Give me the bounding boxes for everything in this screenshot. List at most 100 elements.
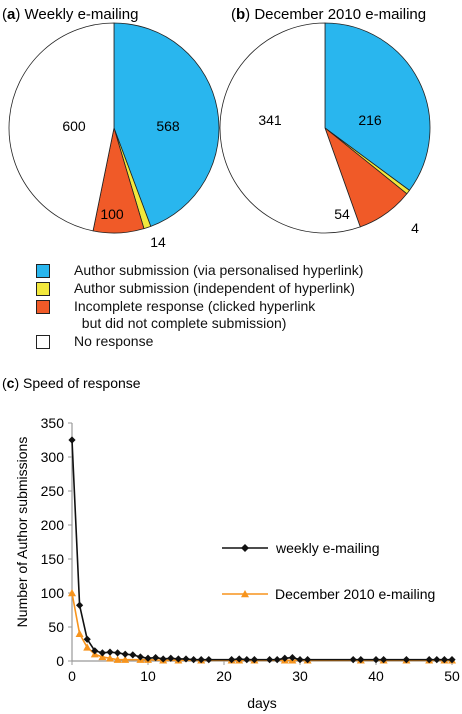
data-point [241, 544, 249, 552]
data-point [75, 629, 84, 637]
x-tick-label: 20 [216, 668, 232, 684]
data-point [357, 656, 365, 664]
y-tick-label: 0 [56, 653, 64, 669]
y-tick-label: 250 [41, 483, 65, 499]
data-point [440, 656, 448, 664]
series-line [71, 592, 452, 662]
panel-c-heading: (c) Speed of response [2, 375, 141, 391]
panel-b-heading: (b) December 2010 e-mailing [231, 6, 426, 23]
legend-item-december: December 2010 e-mailing [222, 586, 435, 602]
legend-swatch [36, 300, 50, 314]
legend-label: Author submission (via personalised hype… [74, 262, 364, 278]
legend-label: No response [74, 333, 154, 349]
panel-b-letter: b [236, 6, 245, 23]
legend-item-incomplete: Incomplete response (clicked hyperlink b… [36, 298, 456, 332]
data-point [144, 654, 152, 662]
legend-item-author-independent: Author submission (independent of hyperl… [36, 280, 456, 297]
legend-item-weekly: weekly e-mailing [222, 540, 379, 556]
series-line [71, 439, 452, 661]
data-point [91, 647, 99, 655]
data-point [243, 656, 251, 664]
data-point [266, 656, 274, 664]
y-tick-label: 100 [41, 585, 65, 601]
data-point [98, 649, 106, 657]
data-point [83, 635, 91, 643]
pie-chart-weekly: 568 14 100 600 [8, 22, 220, 250]
line-chart-speed: 0 50 100 150 200 250 300 350 0 10 20 30 40 50 days Numb… [14, 415, 460, 711]
data-point [136, 653, 144, 661]
series-weekly [68, 436, 456, 664]
data-point [129, 651, 137, 659]
legend-label: Author submission (independent of hyperl… [74, 280, 355, 296]
data-point [190, 656, 198, 664]
legend-swatch [36, 264, 50, 278]
data-point [121, 650, 129, 658]
data-point [304, 656, 312, 664]
data-point [76, 601, 84, 609]
panel-c-letter: c [7, 375, 15, 391]
data-point [68, 589, 76, 597]
data-point [83, 643, 92, 651]
data-point [174, 655, 182, 663]
y-tick-label: 300 [41, 449, 65, 465]
data-point [250, 656, 258, 664]
data-point [281, 654, 289, 662]
y-tick-label: 50 [48, 619, 64, 635]
x-tick-label: 30 [292, 668, 308, 684]
data-point [159, 655, 167, 663]
panel-a-heading: (a) Weekly e-mailing [2, 6, 138, 23]
panel-b-title: December 2010 e-mailing [254, 6, 426, 23]
data-point [288, 654, 296, 662]
data-point [68, 436, 76, 444]
data-point [98, 652, 107, 661]
legend-item-no-response: No response [36, 333, 456, 350]
pie-slice-no-response [219, 22, 361, 234]
data-point [205, 656, 213, 664]
pie-value-label: 341 [258, 112, 282, 128]
pie-value-label: 216 [358, 112, 382, 128]
legend-swatch [36, 335, 50, 349]
data-point [152, 654, 160, 662]
y-tick-label: 150 [41, 551, 65, 567]
legend-item-author-link: Author submission (via personalised hype… [36, 262, 456, 279]
data-point [380, 656, 388, 664]
x-axis-label: days [247, 695, 277, 711]
data-point [296, 656, 304, 664]
data-point [235, 655, 243, 663]
data-point [241, 590, 249, 598]
pie-value-label: 568 [156, 118, 180, 134]
legend-swatch [36, 282, 50, 296]
data-point [121, 655, 130, 663]
data-point [372, 656, 380, 664]
data-point [106, 648, 114, 656]
x-tick-label: 40 [368, 668, 384, 684]
pie-slice-author-link [324, 22, 431, 191]
pie-value-label: 14 [150, 234, 166, 250]
y-axis-label: Number of Author submissions [14, 437, 30, 628]
data-point [228, 656, 236, 664]
pie-value-label: 600 [62, 118, 86, 134]
pie-value-label: 4 [411, 220, 419, 236]
x-tick-label: 10 [140, 668, 156, 684]
data-point [433, 656, 441, 664]
y-tick-label: 350 [41, 415, 65, 431]
pie-value-label: 54 [334, 206, 350, 222]
pie-legend: Author submission (via personalised hype… [36, 262, 456, 351]
panel-a-title: Weekly e-mailing [25, 6, 139, 23]
data-point [182, 655, 190, 663]
x-tick-label: 50 [444, 668, 460, 684]
legend-label: Incomplete response (clicked hyperlink b… [74, 298, 316, 331]
data-point [197, 656, 205, 664]
data-point [167, 654, 175, 662]
data-point [113, 655, 122, 663]
pie-slice-no-response [8, 22, 115, 232]
data-point [106, 654, 114, 662]
legend-label: December 2010 e-mailing [275, 586, 435, 602]
panel-c-title: Speed of response [23, 375, 141, 391]
panel-a-letter: a [7, 6, 16, 23]
pie-value-label: 100 [100, 206, 124, 222]
data-point [448, 656, 456, 664]
pie-chart-december: 216 4 54 341 [219, 22, 431, 236]
x-tick-label: 0 [68, 668, 76, 684]
